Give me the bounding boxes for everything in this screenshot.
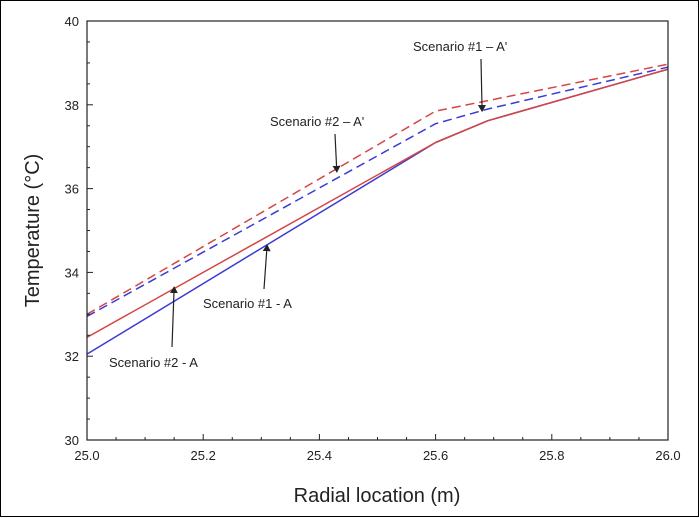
annotation-arrow <box>169 286 178 348</box>
y-axis-title: Temperature (°C) <box>22 154 44 308</box>
series-line-2 <box>87 68 668 338</box>
annotation-arrow <box>477 58 486 113</box>
x-tick-label: 25.2 <box>191 448 216 463</box>
x-tick-label: 25.6 <box>423 448 448 463</box>
x-tick-label: 25.4 <box>307 448 332 463</box>
tick-layer: 25.0 25.2 25.4 25.6 25.8 26.0 30 32 34 36 38 40 <box>65 14 681 463</box>
y-tick-label: 30 <box>65 433 79 448</box>
y-tick-label: 40 <box>65 14 79 29</box>
x-axis-title: Radial location (m) <box>294 485 461 507</box>
annotation-arrow <box>332 133 341 173</box>
x-tick-label: 25.0 <box>74 448 99 463</box>
y-tick-label: 32 <box>65 349 79 364</box>
annotation-label: Scenario #2 - A <box>109 355 198 370</box>
series-layer <box>87 63 668 355</box>
series-line-4 <box>87 63 668 315</box>
annotation-arrow <box>262 244 271 290</box>
annotation-label: Scenario #1 - A <box>203 296 292 311</box>
annotation-label: Scenario #1 – A' <box>413 39 507 54</box>
plot-frame <box>86 20 669 441</box>
y-tick-label: 38 <box>65 98 79 113</box>
series-line-1 <box>87 68 668 355</box>
y-tick-label: 36 <box>65 182 79 197</box>
annotation-label: Scenario #2 – A' <box>270 114 364 129</box>
x-tick-label: 25.8 <box>539 448 564 463</box>
series-line-3 <box>87 66 668 318</box>
x-tick-label: 26.0 <box>655 448 680 463</box>
y-tick-label: 34 <box>65 265 79 280</box>
annotation-layer: Scenario #1 – A' Scenario #2 – A' Scenario… <box>109 39 507 370</box>
